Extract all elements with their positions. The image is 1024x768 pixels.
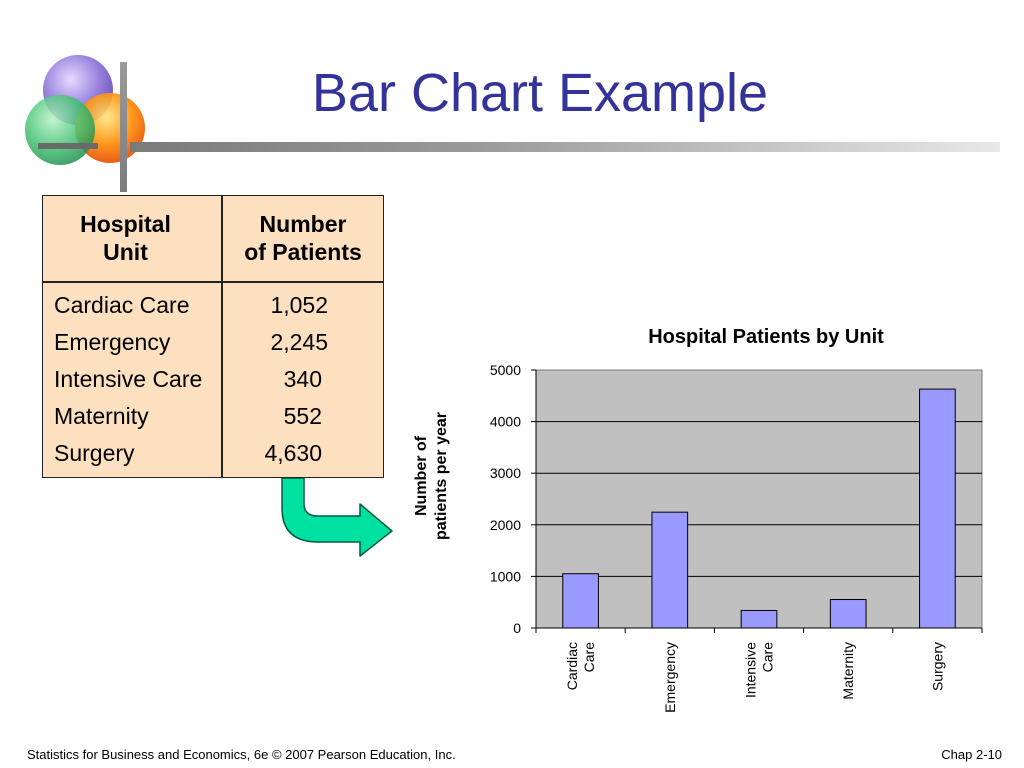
slide-title: Bar Chart Example xyxy=(311,63,769,123)
table-row-unit: Cardiac Care xyxy=(54,292,190,318)
bar xyxy=(919,388,956,629)
x-tick-label: Emergency xyxy=(662,642,678,713)
y-tick-label: 2000 xyxy=(490,517,521,533)
bar-chart: Hospital Patients by Unit Number of pati… xyxy=(413,326,983,713)
y-tick-label: 5000 xyxy=(490,362,521,378)
footer-copyright: Statistics for Business and Economics, 6… xyxy=(27,747,456,762)
table-row-patients: 340 xyxy=(283,366,322,392)
x-tick-label: Surgery xyxy=(929,642,945,691)
table-row-patients: 2,245 xyxy=(270,329,328,355)
table-header-patients: Number of Patients xyxy=(244,211,362,265)
bar xyxy=(740,609,778,629)
y-tick-label: 3000 xyxy=(490,465,521,481)
table-row-unit: Surgery xyxy=(54,440,135,466)
curved-arrow-icon xyxy=(281,478,393,557)
data-table: Hospital Unit Number of Patients Cardiac… xyxy=(42,195,384,478)
table-column-divider xyxy=(221,196,223,477)
gridlines xyxy=(536,421,982,577)
table-row-unit: Maternity xyxy=(54,403,149,429)
decorative-circles-logo xyxy=(25,55,145,165)
table-row-patients: 4,630 xyxy=(264,440,322,466)
bars xyxy=(562,388,956,629)
y-axis-label-line: patients per year xyxy=(433,412,450,540)
x-tick-label: CardiacCare xyxy=(564,642,597,690)
y-tick-label: 1000 xyxy=(490,568,521,584)
y-axis-label: Number of patients per year xyxy=(413,412,450,540)
table-row-unit: Emergency xyxy=(54,329,171,355)
chart-title: Hospital Patients by Unit xyxy=(648,326,884,348)
table-header-divider xyxy=(43,281,383,283)
x-axis-ticks xyxy=(535,627,983,633)
table-row-patients: 1,052 xyxy=(270,292,328,318)
x-axis-labels: CardiacCare Emergency IntensiveCare Materni… xyxy=(564,642,945,713)
y-tick-label: 0 xyxy=(513,620,521,636)
bar xyxy=(829,599,867,629)
table-row-patients: 552 xyxy=(283,403,322,429)
y-axis-ticks: 0 1000 2000 3000 4000 5000 xyxy=(490,362,537,636)
x-tick-label: IntensiveCare xyxy=(743,642,776,698)
y-axis-label-line: Number of xyxy=(413,435,430,516)
plot-area xyxy=(535,369,983,629)
footer-page-number: Chap 2-10 xyxy=(941,747,1002,762)
bar xyxy=(651,511,689,629)
y-tick-label: 4000 xyxy=(490,414,521,430)
vertical-rule xyxy=(120,62,127,192)
title-rule xyxy=(130,142,1000,152)
bar xyxy=(562,573,599,629)
x-tick-label: Maternity xyxy=(840,642,856,700)
table-header-unit: Hospital Unit xyxy=(80,211,171,265)
table-row-unit: Intensive Care xyxy=(54,366,203,392)
